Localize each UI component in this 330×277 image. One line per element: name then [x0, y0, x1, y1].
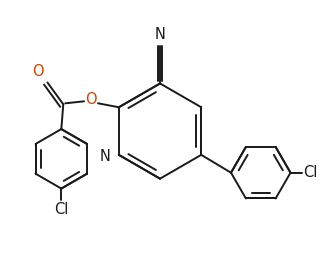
Text: Cl: Cl [54, 202, 69, 217]
Text: O: O [32, 63, 44, 78]
Text: N: N [154, 27, 165, 42]
Text: O: O [85, 92, 97, 107]
Text: N: N [100, 149, 111, 164]
Text: Cl: Cl [303, 165, 318, 180]
